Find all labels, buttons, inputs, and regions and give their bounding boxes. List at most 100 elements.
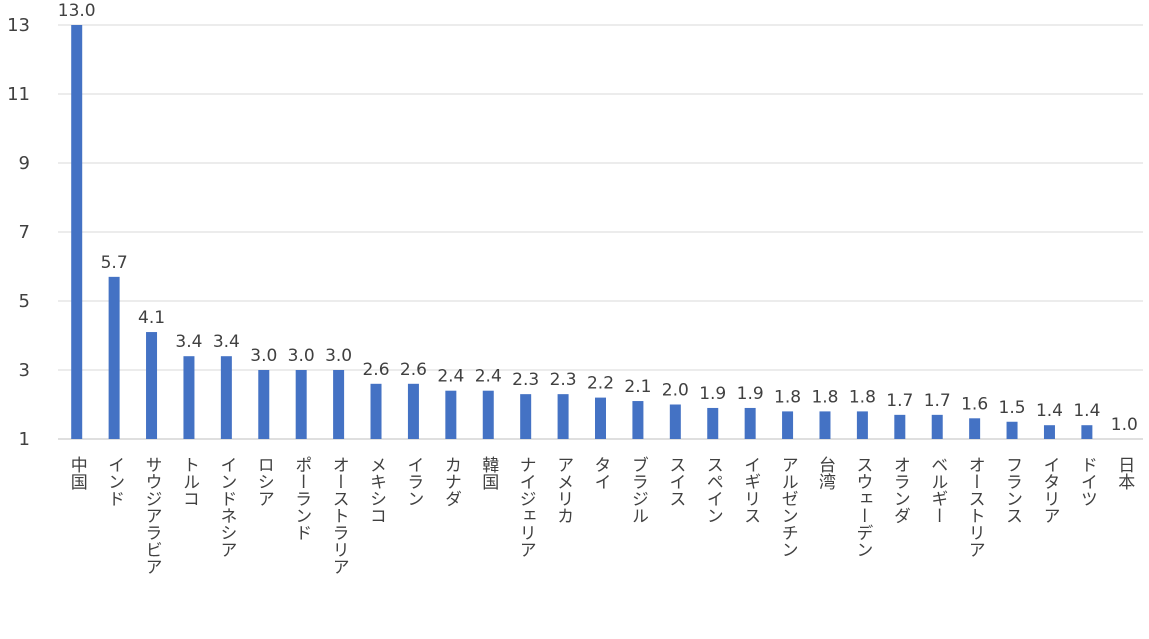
category-label: 日本 [1114,456,1135,490]
data-label: 1.7 [886,391,913,411]
data-label-layer: 13.0 5.7 4.1 3.4 3.4 3.0 3.0 3.0 2.6 2.6 2.4 2.4 2.3… [58,1,1138,435]
data-label: 1.7 [924,391,951,411]
category-label: ブラジル [628,456,648,524]
bar-layer [71,25,1093,439]
bar [295,370,307,439]
bar [557,394,569,439]
bar [819,411,831,439]
y-tick-label: 13 [7,15,30,36]
category-label: スウェーデン [852,456,872,558]
category-label: イラン [403,456,423,507]
y-tick-label: 9 [19,153,30,174]
bar [1081,425,1093,439]
bar [894,414,906,439]
bar [931,414,943,439]
bar [407,383,419,439]
category-label: メキシコ [366,456,386,524]
category-label: サウジアラビア [142,456,162,575]
category-label: ポーランド [291,456,311,541]
category-label: スペイン [703,456,723,524]
data-label: 3.0 [288,346,315,366]
data-label: 3.4 [175,332,202,352]
category-label: 台湾 [815,456,836,491]
bar [969,418,981,439]
bar [333,370,345,439]
data-label: 2.0 [662,381,689,401]
category-label: イタリア [1039,456,1059,524]
category-label: ドイツ [1077,456,1097,507]
bar [258,370,270,439]
category-label: イギリス [740,456,760,524]
data-label: 1.9 [737,384,764,404]
y-tick-label: 1 [19,429,30,450]
bar [183,356,195,439]
data-label: 1.5 [999,398,1026,418]
bar [669,404,681,439]
data-label: 1.8 [811,387,838,407]
bar [445,390,457,439]
category-label: タイ [591,456,611,490]
y-tick-label: 5 [19,291,30,312]
bar [370,383,382,439]
data-label: 1.4 [1073,401,1100,421]
category-label: スイス [665,456,685,507]
data-label: 3.4 [213,332,240,352]
bar [146,332,158,439]
data-label: 4.1 [138,308,165,328]
bar [1043,425,1055,439]
data-label: 2.4 [475,367,502,387]
category-label: オーストリア [965,456,985,558]
category-label: オランダ [890,456,910,524]
grid-layer [58,24,1143,440]
data-label: 1.4 [1036,401,1063,421]
y-tick-label: 7 [19,222,30,243]
category-label: インド [104,456,124,507]
data-label: 1.8 [774,387,801,407]
bar [71,25,83,439]
bar [1006,421,1018,439]
data-label: 3.0 [250,346,277,366]
data-label: 1.9 [699,384,726,404]
bar [782,411,794,439]
category-label: トルコ [179,456,199,507]
data-label: 2.6 [400,360,427,380]
category-label: ロシア [254,456,274,507]
category-label: ベルギー [927,456,947,524]
bar [744,407,756,439]
data-label: 2.4 [437,367,464,387]
bar [595,397,606,439]
bar [520,394,532,439]
category-label: カナダ [441,456,461,507]
data-label: 3.0 [325,346,352,366]
bar [482,390,494,439]
bar [108,276,120,439]
category-label: アルゼンチン [778,456,798,558]
data-label: 2.1 [624,377,651,397]
data-label: 13.0 [58,1,96,21]
bar [632,401,644,439]
bar [220,356,232,439]
category-label: 中国 [67,456,87,490]
data-label: 2.6 [362,360,389,380]
data-label: 5.7 [101,253,128,273]
data-label: 2.3 [512,370,539,390]
x-axis-categories: 中国 インド サウジアラビア トルコ インドネシア ロシア ポーランド オーストラリア メキシコ… [67,456,1135,575]
bar [856,411,868,439]
category-label: 韓国 [478,456,499,490]
data-label: 2.2 [587,374,614,394]
bar [707,407,719,439]
category-label: オーストラリア [329,456,349,575]
y-tick-label: 3 [19,360,30,381]
data-label: 1.8 [849,387,876,407]
category-label: アメリカ [553,456,573,524]
category-label: インドネシア [216,456,236,558]
data-label: 1.0 [1111,415,1138,435]
category-label: フランス [1002,456,1022,524]
data-label: 1.6 [961,394,988,414]
category-label: ナイジェリア [516,456,536,558]
y-tick-label: 11 [7,84,30,105]
data-label: 2.3 [550,370,577,390]
